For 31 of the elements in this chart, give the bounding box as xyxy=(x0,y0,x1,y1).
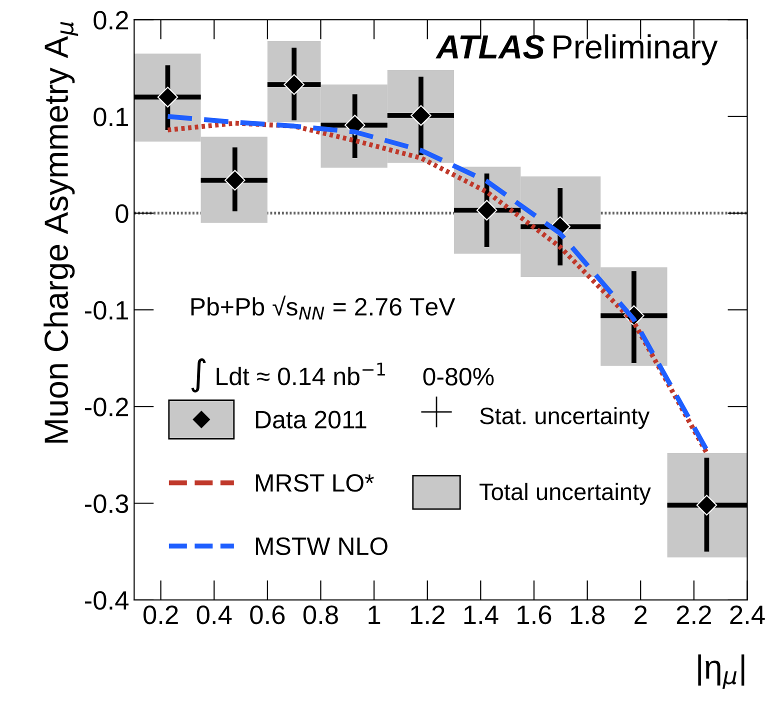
x-tick-label: 1.8 xyxy=(570,606,604,624)
legend-label: Data 2011 xyxy=(256,410,366,428)
annotation: Pb+Pb √s$_{NN}$ = 2.76 TeV xyxy=(191,296,456,320)
annotation: 0-80% xyxy=(423,368,494,386)
y-tick-label: -0.1 xyxy=(85,300,128,320)
y-tick-label: -0.3 xyxy=(85,494,128,514)
x-tick-label: 2.4 xyxy=(730,606,765,624)
y-tick-label: 0.2 xyxy=(94,10,128,30)
annotation: Stat. uncertainty xyxy=(480,406,650,429)
annotation: Preliminary xyxy=(554,34,718,66)
legend-label: MSTW NLO xyxy=(256,537,388,556)
y-tick-label: -0.2 xyxy=(85,398,128,416)
x-tick-label: 2 xyxy=(634,606,647,624)
x-tick-label: 2.2 xyxy=(676,606,711,624)
x-tick-label: 1.4 xyxy=(464,606,498,624)
x-tick-label: 0.2 xyxy=(144,606,178,624)
x-tick-label: 1.6 xyxy=(518,606,552,624)
x-tick-label: 1.2 xyxy=(411,606,444,624)
annotation: ∫ Ldt ≈ 0.14 nb$^{−1}$ xyxy=(191,358,385,393)
y-tick-label: -0.4 xyxy=(85,591,129,610)
x-axis-title: |η$_{μ}$| xyxy=(698,654,744,689)
y-tick-label: 0 xyxy=(116,204,128,223)
annotation: ATLAS xyxy=(436,35,545,59)
legend-label: MRST LO* xyxy=(256,474,374,492)
x-tick-label: 0.8 xyxy=(303,606,338,624)
x-tick-label: 0.6 xyxy=(250,606,285,624)
y-tick-label: 0.1 xyxy=(94,108,128,126)
x-tick-label: 0.4 xyxy=(196,606,232,624)
legend-label: Total uncertainty xyxy=(480,482,651,505)
y-axis-title: Muon Charge Asymmetry A$_{μ}$ xyxy=(44,22,78,443)
x-tick-label: 1 xyxy=(368,606,380,624)
